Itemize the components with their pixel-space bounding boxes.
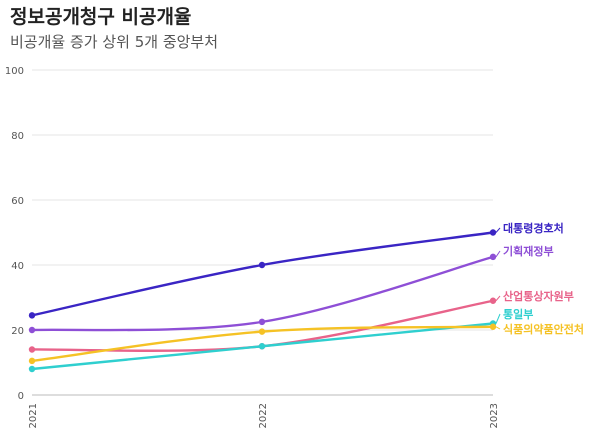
label-connector	[495, 250, 501, 258]
series-label: 기획재정부	[503, 244, 554, 258]
y-axis-ticks: 0 20 40 60 80 100	[5, 66, 24, 402]
x-tick-label: 2023	[489, 403, 500, 428]
data-point	[489, 229, 497, 236]
series-label: 산업통상자원부	[503, 289, 574, 303]
series-line-0	[31, 231, 494, 317]
data-point	[258, 343, 266, 350]
x-tick-label: 2022	[258, 403, 269, 428]
y-tick-label: 40	[11, 261, 24, 272]
data-point	[28, 365, 36, 373]
x-axis-ticks: 2021 2022 2023	[28, 403, 500, 428]
y-tick-label: 20	[11, 326, 24, 337]
chart-title: 정보공개청구 비공개율	[10, 6, 192, 28]
label-connector	[495, 313, 501, 324]
y-tick-label: 100	[5, 66, 24, 77]
data-point	[28, 312, 36, 319]
series-lines	[28, 229, 497, 373]
chart-subtitle: 비공개율 증가 상위 5개 중앙부처	[10, 33, 219, 51]
data-point	[489, 253, 497, 261]
data-point	[258, 328, 266, 335]
data-point	[258, 318, 266, 326]
series-label: 식품의약품안전처	[503, 322, 584, 336]
label-connector	[495, 227, 501, 233]
data-point	[28, 346, 36, 353]
series-label: 대통령경호처	[503, 221, 564, 235]
y-tick-label: 0	[18, 391, 24, 402]
x-tick-label: 2021	[28, 403, 39, 428]
label-connector	[495, 295, 501, 302]
data-point	[28, 326, 36, 334]
y-tick-label: 60	[11, 196, 24, 207]
data-point	[258, 261, 266, 269]
data-point	[489, 323, 497, 330]
label-connector	[495, 326, 501, 330]
data-point	[28, 357, 36, 365]
y-tick-label: 80	[11, 131, 24, 142]
series-label: 통일부	[503, 307, 533, 321]
data-point	[489, 297, 497, 304]
